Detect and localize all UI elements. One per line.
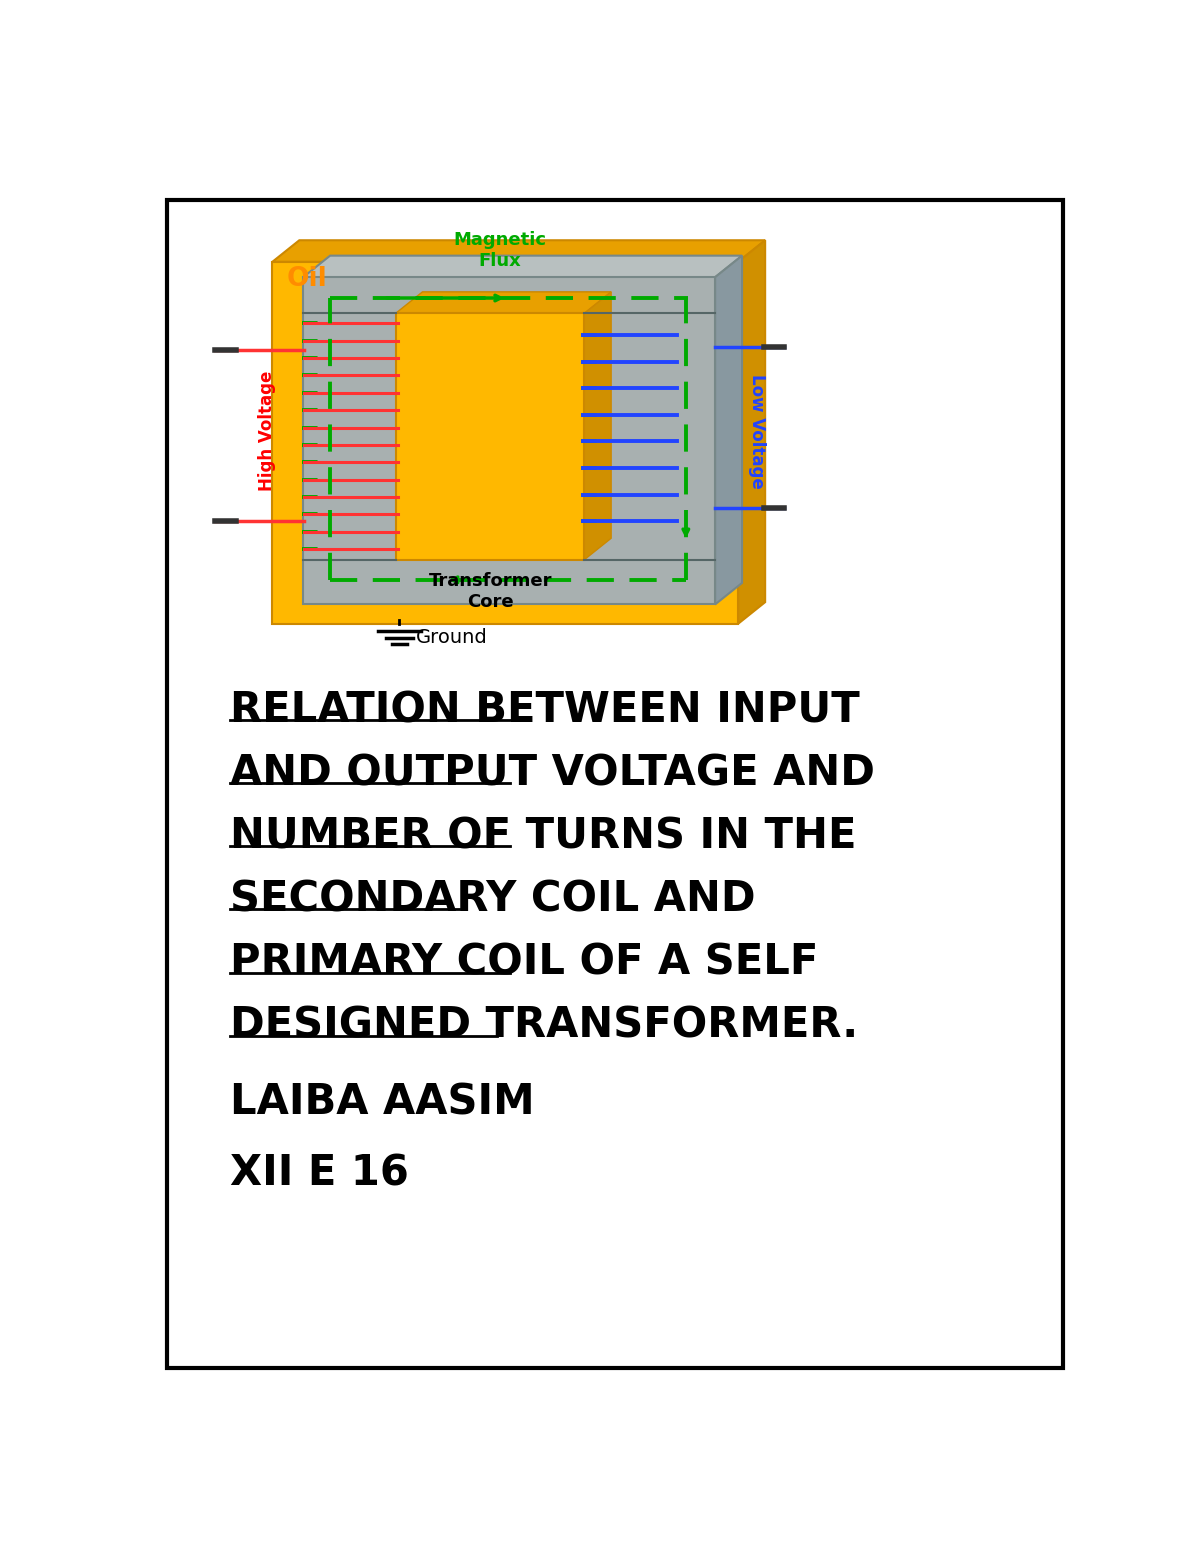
Text: PRIMARY COIL OF A SELF: PRIMARY COIL OF A SELF [230,941,818,983]
Text: High Voltage: High Voltage [258,371,276,491]
Text: Low Voltage: Low Voltage [749,374,767,489]
Text: Transformer
Core: Transformer Core [428,572,552,610]
Bar [396,314,584,559]
Text: NUMBER OF TURNS IN THE: NUMBER OF TURNS IN THE [230,815,857,857]
Polygon shape [396,292,611,314]
Polygon shape [738,241,766,624]
Polygon shape [304,256,742,278]
Polygon shape [715,256,742,604]
Bar [304,278,715,604]
Bar [272,262,738,624]
Text: LAIBA AASIM: LAIBA AASIM [230,1082,535,1124]
Polygon shape [272,241,766,262]
Text: SECONDARY COIL AND: SECONDARY COIL AND [230,879,756,921]
Text: RELATION BETWEEN INPUT: RELATION BETWEEN INPUT [230,690,859,731]
Text: DESIGNED TRANSFORMER.: DESIGNED TRANSFORMER. [230,1005,858,1047]
Text: Magnetic
Flux: Magnetic Flux [454,231,546,270]
Text: XII E 16: XII E 16 [230,1152,409,1194]
Text: AND OUTPUT VOLTAGE AND: AND OUTPUT VOLTAGE AND [230,752,875,794]
Polygon shape [584,292,611,559]
Text: Oil: Oil [287,266,326,292]
Text: Ground: Ground [416,627,488,648]
